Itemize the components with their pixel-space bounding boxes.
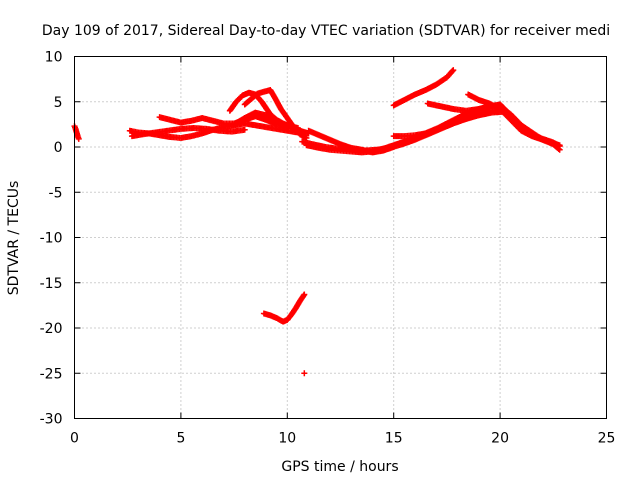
y-tick-label: 0 (54, 140, 63, 156)
x-tick-label: 0 (70, 431, 79, 447)
x-tick-label: 5 (176, 431, 185, 447)
data-point-arc-14 (556, 146, 563, 153)
axis-ticks: 0 5 10 15 20 25 10 5 0 -5 -10 -15 -20 -25 -30 (40, 50, 616, 447)
y-tick-label: -20 (40, 321, 63, 337)
data-points (71, 67, 563, 377)
grid (74, 56, 607, 419)
data-point-arc-15 (301, 291, 308, 298)
y-tick-label: -30 (40, 412, 63, 428)
y-axis-label: SDTVAR / TECUs (6, 181, 22, 296)
y-tick-label: -5 (49, 185, 63, 201)
y-tick-label: -15 (40, 276, 63, 292)
y-tick-label: 5 (54, 95, 63, 111)
data-point-arc-12 (450, 67, 457, 74)
y-tick-label: -25 (40, 366, 63, 382)
data-point-arc-7 (294, 124, 301, 131)
x-tick-label: 20 (491, 431, 509, 447)
data-point-arc-16 (301, 370, 308, 377)
y-tick-label: -10 (40, 231, 63, 247)
data-point-arc-1 (75, 135, 82, 142)
data-point-arc-14 (555, 145, 562, 152)
x-axis-label: GPS time / hours (281, 459, 398, 475)
x-tick-label: 25 (598, 431, 616, 447)
x-tick-label: 10 (278, 431, 296, 447)
data-point-arc-3 (241, 126, 248, 133)
y-tick-label: 10 (45, 50, 63, 66)
x-tick-label: 15 (385, 431, 403, 447)
chart-title: Day 109 of 2017, Sidereal Day-to-day VTE… (42, 23, 610, 39)
